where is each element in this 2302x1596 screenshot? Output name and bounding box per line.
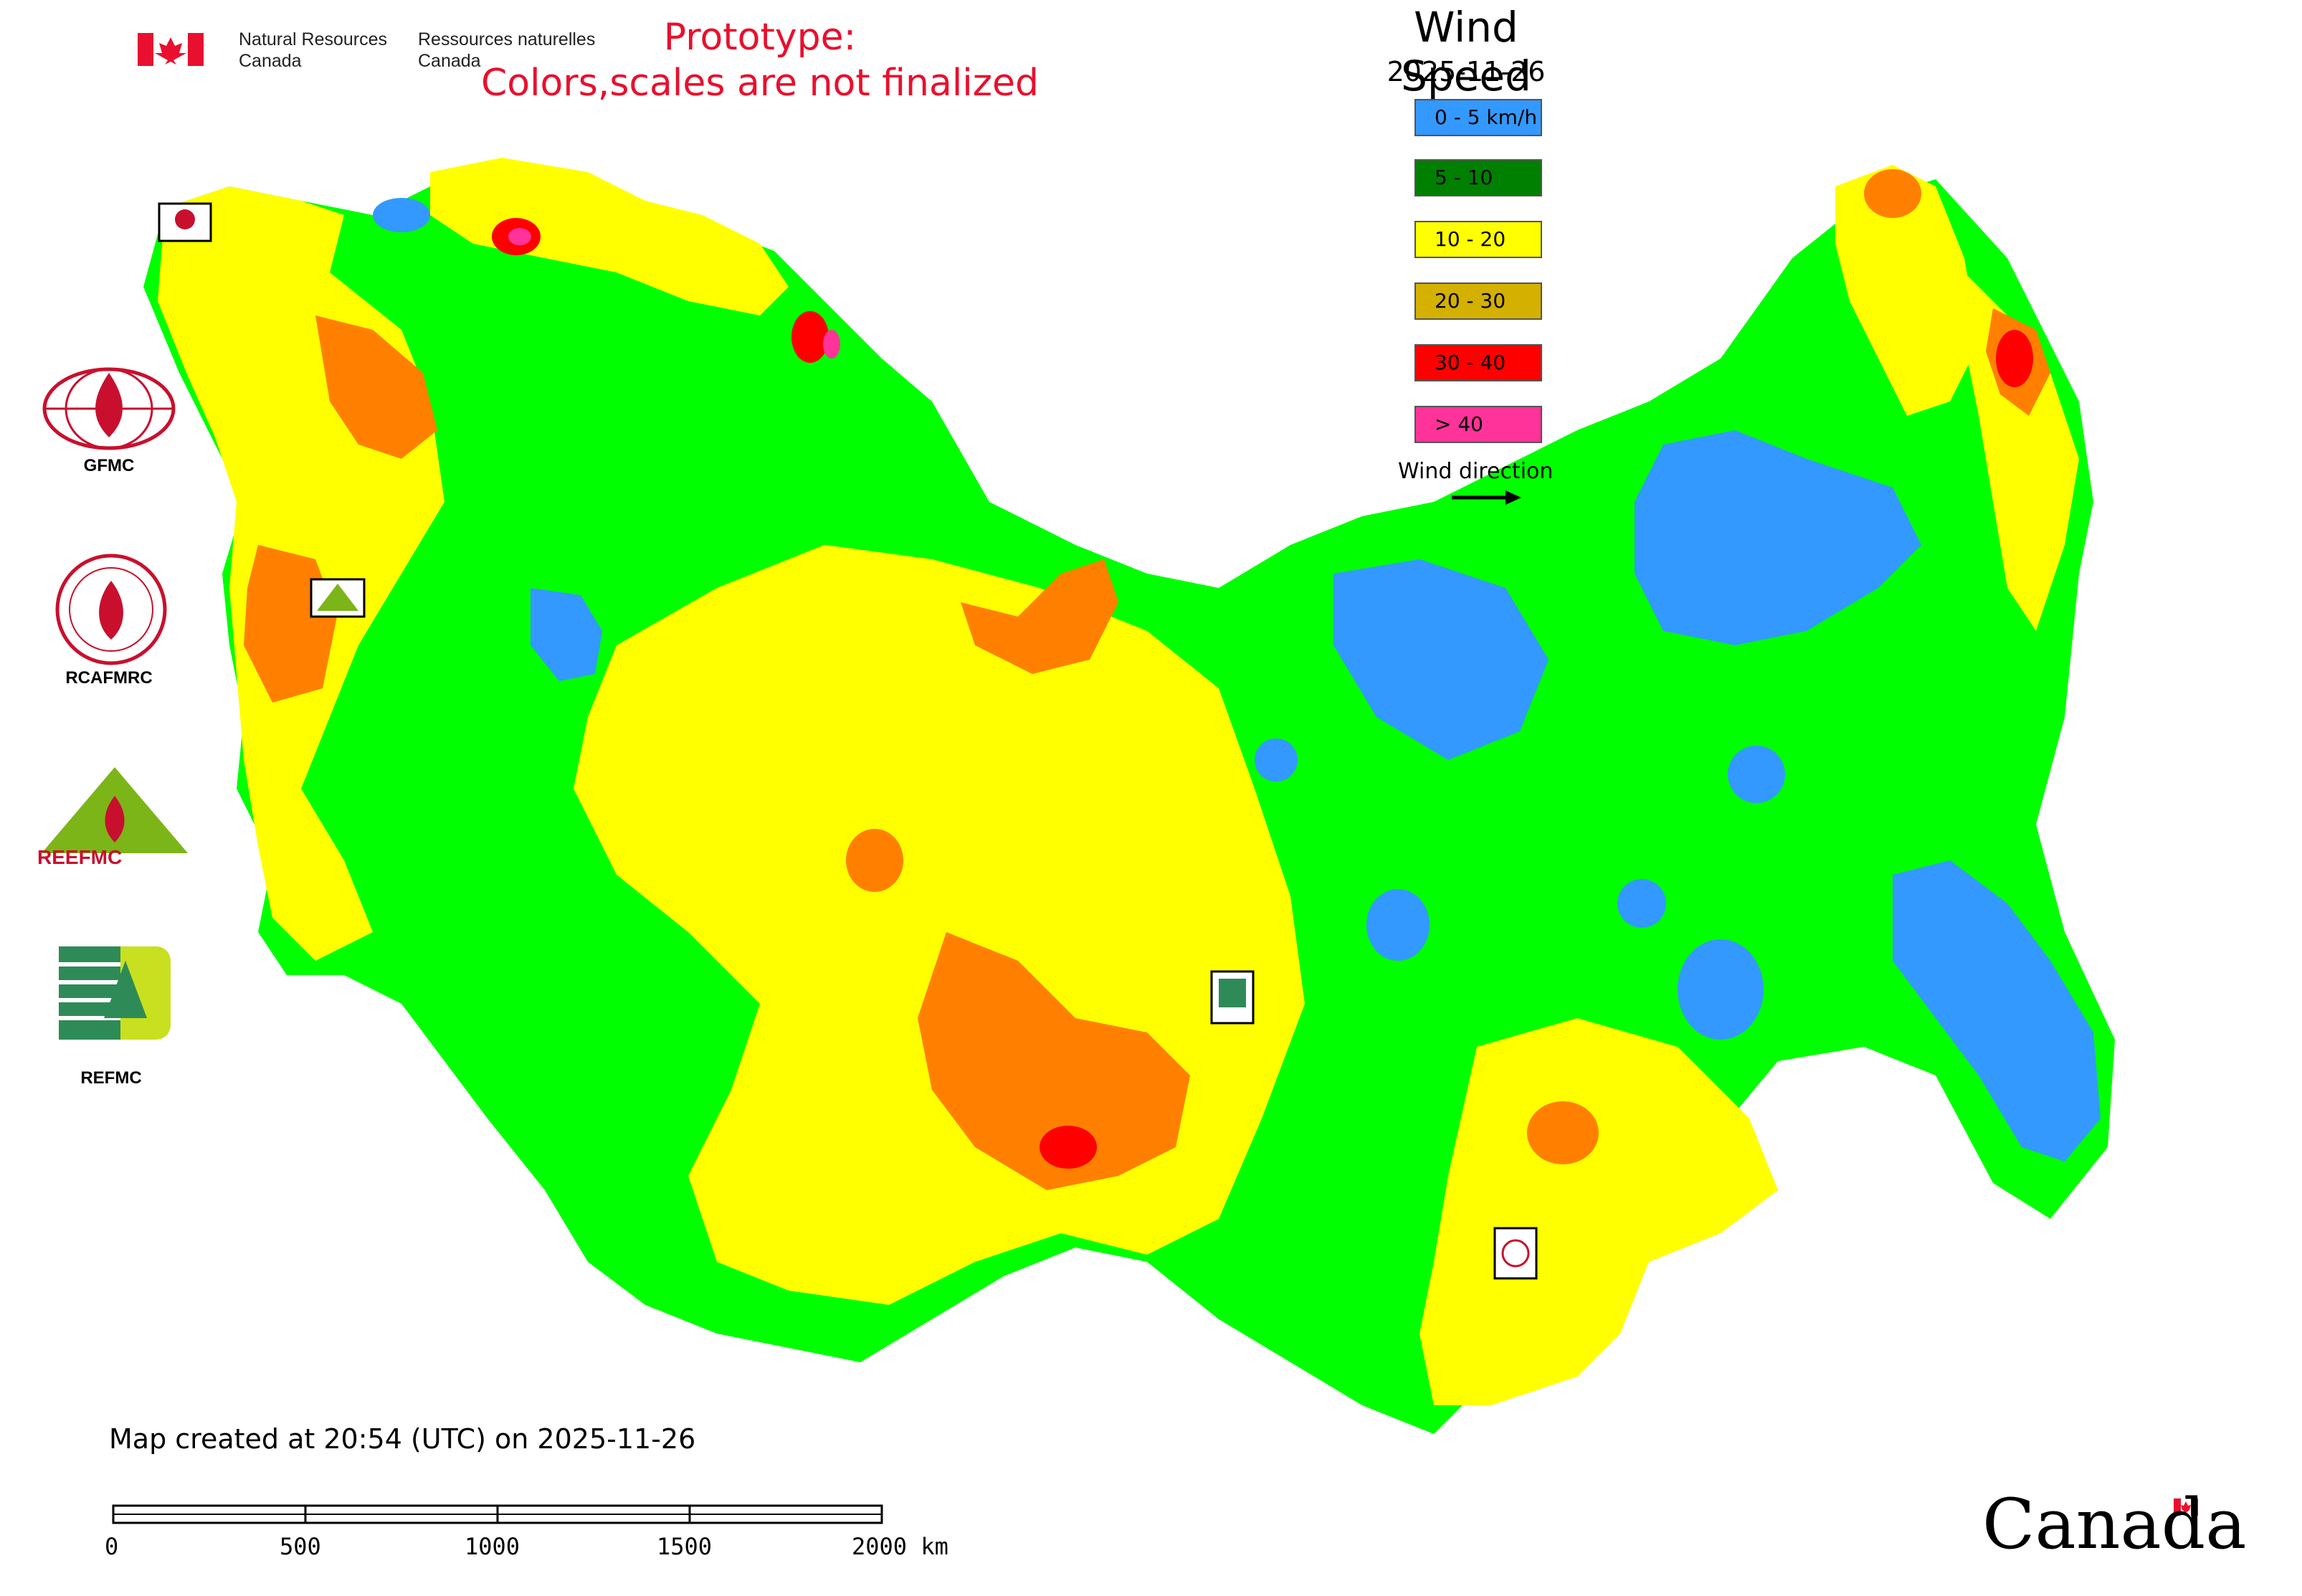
gfmc-label: GFMC (83, 456, 135, 475)
canada-wordmark-flag-icon (2174, 1498, 2198, 1516)
nrcan-fr-line1: Ressources naturelles (418, 29, 596, 49)
zone-strong-kamchatka (1996, 330, 2033, 387)
reefmc-map-marker-icon (310, 578, 366, 618)
zone-moderate-southeast (1419, 1018, 1778, 1405)
zone-fresh-east-small (1527, 1101, 1599, 1164)
zone-calm-north-central (1333, 559, 1549, 760)
refmc-logo-icon (59, 946, 171, 1040)
zone-calm-spot4 (1728, 746, 1785, 803)
nrcan-fr-line2: Canada (418, 51, 481, 71)
legend-title: Wind Speed (1401, 3, 1531, 100)
scale-tick-1000: 1000 (465, 1533, 520, 1560)
legend-label: 5 - 10 (1435, 166, 1493, 189)
canada-wordmark: Canada (1982, 1484, 2247, 1564)
prototype-notice-line2: Colors,scales are not finalized (480, 62, 1040, 105)
zone-fresh-central (918, 932, 1190, 1190)
scale-tick-2000: 2000 km (852, 1533, 948, 1560)
prototype-notice-line1: Prototype: (663, 16, 857, 59)
reefmc-logo-text: REEFMC (37, 846, 123, 868)
zone-fresh-west (315, 315, 437, 459)
legend-date: 2025-11-26 (1387, 56, 1546, 87)
legend-item-2: 10 - 20 (1414, 221, 1542, 258)
canada-flag-icon (138, 33, 204, 66)
zone-calm-spot2 (1678, 939, 1764, 1040)
zone-fresh-north-island (961, 559, 1118, 674)
gfmc-map-marker-icon (158, 202, 212, 242)
refmc-map-marker-icon (1210, 970, 1255, 1025)
legend-label: 20 - 30 (1435, 289, 1506, 313)
zone-fresh-central-small (846, 829, 903, 892)
zone-gale-north (508, 228, 531, 245)
scale-tick-500: 500 (280, 1533, 321, 1560)
legend-label: 30 - 40 (1435, 351, 1506, 374)
zone-calm-spot3 (1255, 738, 1298, 782)
scale-tick-0: 0 (105, 1533, 119, 1560)
zone-gale-north-coast (823, 330, 840, 358)
legend-item-4: 30 - 40 (1414, 344, 1542, 381)
wind-direction-label: Wind direction (1398, 459, 1554, 484)
gfmc-logo-icon (42, 367, 176, 450)
legend-label: > 40 (1435, 412, 1483, 436)
nrcan-en-line2: Canada (239, 51, 302, 71)
zone-moderate-northeast (1835, 165, 1979, 416)
zone-strong-northeast-coast (791, 311, 829, 363)
zone-calm-northeast (1635, 430, 1921, 645)
scale-bar (112, 1504, 883, 1524)
map-created-timestamp: Map created at 20:54 (UTC) on 2025-11-26 (109, 1423, 696, 1455)
legend-item-0: 0 - 5 km/h (1414, 99, 1542, 136)
rcafmrc-logo-icon (55, 554, 167, 665)
zone-fresh-north-small (1864, 169, 1921, 218)
zone-calm-spot1 (1366, 889, 1430, 961)
zone-calm-far-east (1893, 860, 2101, 1162)
scale-tick-1500: 1500 (657, 1533, 713, 1560)
legend-item-1: 5 - 10 (1414, 159, 1542, 196)
nrcan-en-line1: Natural Resources (239, 29, 388, 49)
zone-calm-west (531, 588, 602, 681)
zone-calm-spot6 (373, 198, 430, 232)
legend-label: 0 - 5 km/h (1435, 105, 1538, 129)
refmc-label: REFMC (80, 1068, 142, 1088)
reefmc-logo-icon (42, 767, 188, 853)
nrcan-header: Natural Resources Canada Ressources natu… (135, 29, 608, 79)
rcafmrc-label: RCAFMRC (65, 668, 153, 688)
legend-item-5: > 40 (1414, 406, 1542, 443)
zone-moderate-north-coast (430, 158, 789, 315)
rcafmrc-map-marker-icon (1493, 1227, 1538, 1280)
legend-item-3: 20 - 30 (1414, 282, 1542, 320)
wind-direction-arrow-icon (1452, 490, 1521, 505)
legend-label: 10 - 20 (1435, 227, 1506, 251)
zone-calm-spot5 (1617, 879, 1666, 928)
zone-strong-central (1040, 1126, 1097, 1169)
